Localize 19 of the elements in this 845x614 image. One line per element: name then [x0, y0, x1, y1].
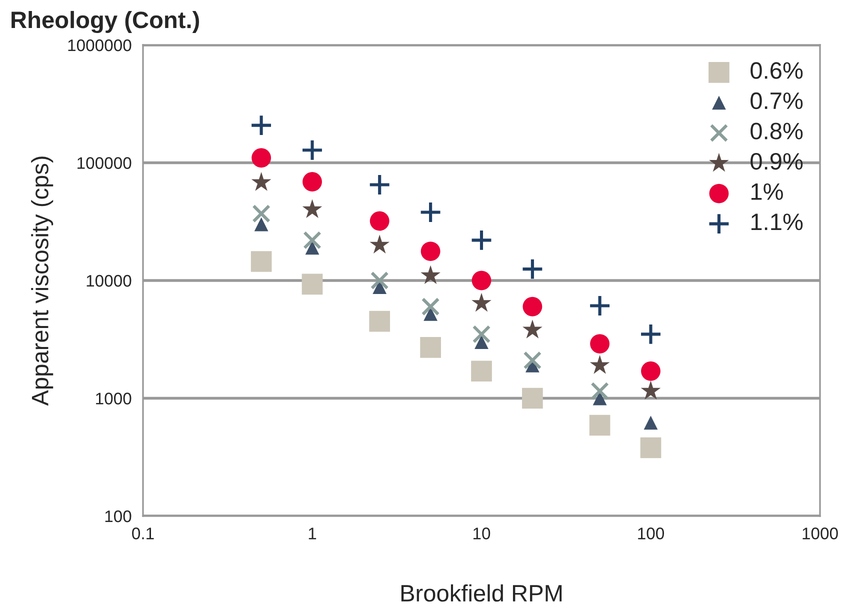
- x-tick-label: 1: [308, 528, 316, 540]
- legend-label: 0.7%: [750, 92, 803, 110]
- x-tick-label: 1000: [802, 528, 838, 540]
- legend-label: 0.8%: [750, 122, 803, 140]
- y-axis-title: Apparent viscosity (cps): [31, 156, 54, 406]
- y-tick-label: 100: [105, 510, 132, 522]
- y-tick-label: 1000: [96, 392, 132, 404]
- x-axis-title: Brookfield RPM: [401, 584, 562, 602]
- x-tick-label: 10: [474, 528, 490, 540]
- y-tick-label: 1000000: [68, 39, 132, 52]
- x-tick-label: 100: [638, 528, 664, 540]
- legend-label: 0.6%: [750, 62, 803, 79]
- x-tick-label: 0.1: [132, 528, 154, 540]
- legend-label: 0.9%: [750, 152, 803, 170]
- legend-label: 1%: [751, 183, 783, 200]
- chart-title: Rheology (Cont.): [12, 10, 199, 34]
- legend-label: 1.1%: [751, 214, 803, 230]
- y-tick-label: 100000: [78, 157, 132, 169]
- y-tick-label: 10000: [86, 274, 132, 287]
